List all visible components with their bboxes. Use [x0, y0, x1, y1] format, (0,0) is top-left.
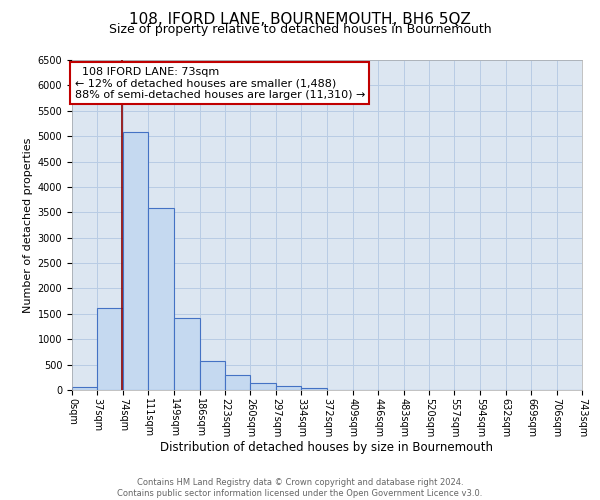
- Bar: [200, 360, 225, 390]
- Y-axis label: Number of detached properties: Number of detached properties: [23, 138, 34, 312]
- Bar: [301, 388, 328, 390]
- Bar: [276, 386, 301, 390]
- X-axis label: Distribution of detached houses by size in Bournemouth: Distribution of detached houses by size …: [161, 442, 493, 454]
- Text: Contains HM Land Registry data © Crown copyright and database right 2024.
Contai: Contains HM Land Registry data © Crown c…: [118, 478, 482, 498]
- Bar: [174, 318, 200, 390]
- Bar: [148, 208, 174, 390]
- Bar: [72, 388, 97, 390]
- Bar: [225, 375, 250, 390]
- Text: 108, IFORD LANE, BOURNEMOUTH, BH6 5QZ: 108, IFORD LANE, BOURNEMOUTH, BH6 5QZ: [129, 12, 471, 28]
- Bar: [97, 308, 123, 390]
- Bar: [123, 132, 148, 390]
- Text: Size of property relative to detached houses in Bournemouth: Size of property relative to detached ho…: [109, 22, 491, 36]
- Text: 108 IFORD LANE: 73sqm
← 12% of detached houses are smaller (1,488)
88% of semi-d: 108 IFORD LANE: 73sqm ← 12% of detached …: [74, 66, 365, 100]
- Bar: [250, 382, 276, 390]
